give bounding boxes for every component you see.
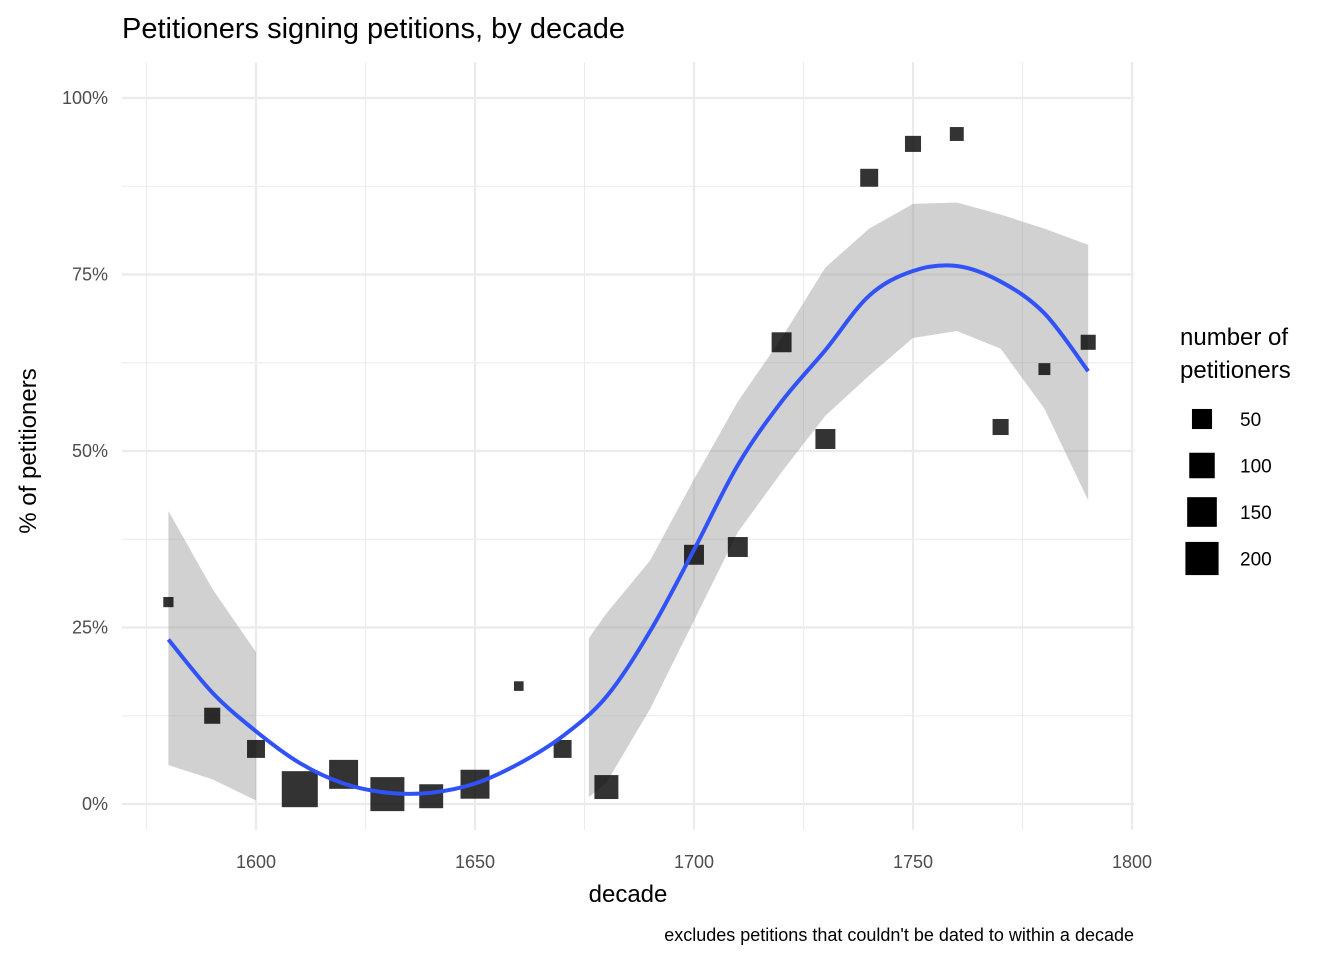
data-point: [771, 332, 792, 353]
legend: 50 100 150 200: [1185, 408, 1272, 576]
data-point: [281, 771, 318, 808]
x-tick-label: 1650: [455, 852, 495, 872]
data-point: [419, 784, 444, 809]
ribbon-segment: [588, 202, 1089, 797]
data-point: [553, 739, 572, 758]
legend-key: [1189, 452, 1215, 479]
data-point: [163, 596, 174, 608]
legend-key: [1185, 541, 1219, 576]
data-point: [860, 168, 879, 187]
data-point: [727, 537, 748, 557]
smooth-line: [166, 263, 1090, 796]
y-axis-label: % of petitioners: [15, 368, 42, 533]
legend-title-line2: petitioners: [1180, 357, 1291, 384]
data-point: [992, 418, 1009, 436]
legend-title-line1: number of: [1180, 324, 1288, 351]
data-point: [594, 775, 619, 800]
legend-key: [1191, 408, 1213, 430]
data-point: [247, 739, 265, 758]
data-point: [949, 127, 964, 141]
confidence-ribbon: [168, 202, 1089, 801]
data-point: [513, 681, 524, 691]
y-tick-labels: 0% 25% 50% 75% 100%: [62, 88, 108, 814]
y-tick-label: 75%: [72, 265, 108, 285]
data-point: [1080, 334, 1096, 350]
chart-title: Petitioners signing petitions, by decade: [122, 13, 625, 45]
x-tick-labels: 1600 1650 1700 1750 1800: [236, 852, 1152, 872]
y-tick-label: 50%: [72, 441, 108, 461]
x-tick-label: 1600: [236, 852, 276, 872]
grid: [122, 62, 1134, 830]
caption: excludes petitions that couldn't be date…: [664, 925, 1134, 945]
data-point: [204, 707, 221, 724]
y-tick-label: 100%: [62, 88, 108, 108]
y-tick-label: 25%: [72, 618, 108, 638]
legend-label: 100: [1240, 457, 1272, 478]
legend-label: 50: [1240, 410, 1261, 431]
legend-key: [1187, 497, 1217, 527]
legend-label: 200: [1240, 550, 1272, 571]
x-tick-label: 1800: [1112, 852, 1152, 872]
data-point: [1038, 363, 1051, 376]
x-tick-label: 1750: [893, 852, 933, 872]
y-tick-label: 0%: [82, 794, 108, 814]
ribbon-segment: [168, 511, 256, 801]
legend-label: 150: [1240, 503, 1272, 524]
x-tick-label: 1700: [674, 852, 714, 872]
x-axis-label: decade: [589, 881, 668, 908]
data-point: [815, 429, 836, 449]
data-point: [904, 135, 922, 152]
